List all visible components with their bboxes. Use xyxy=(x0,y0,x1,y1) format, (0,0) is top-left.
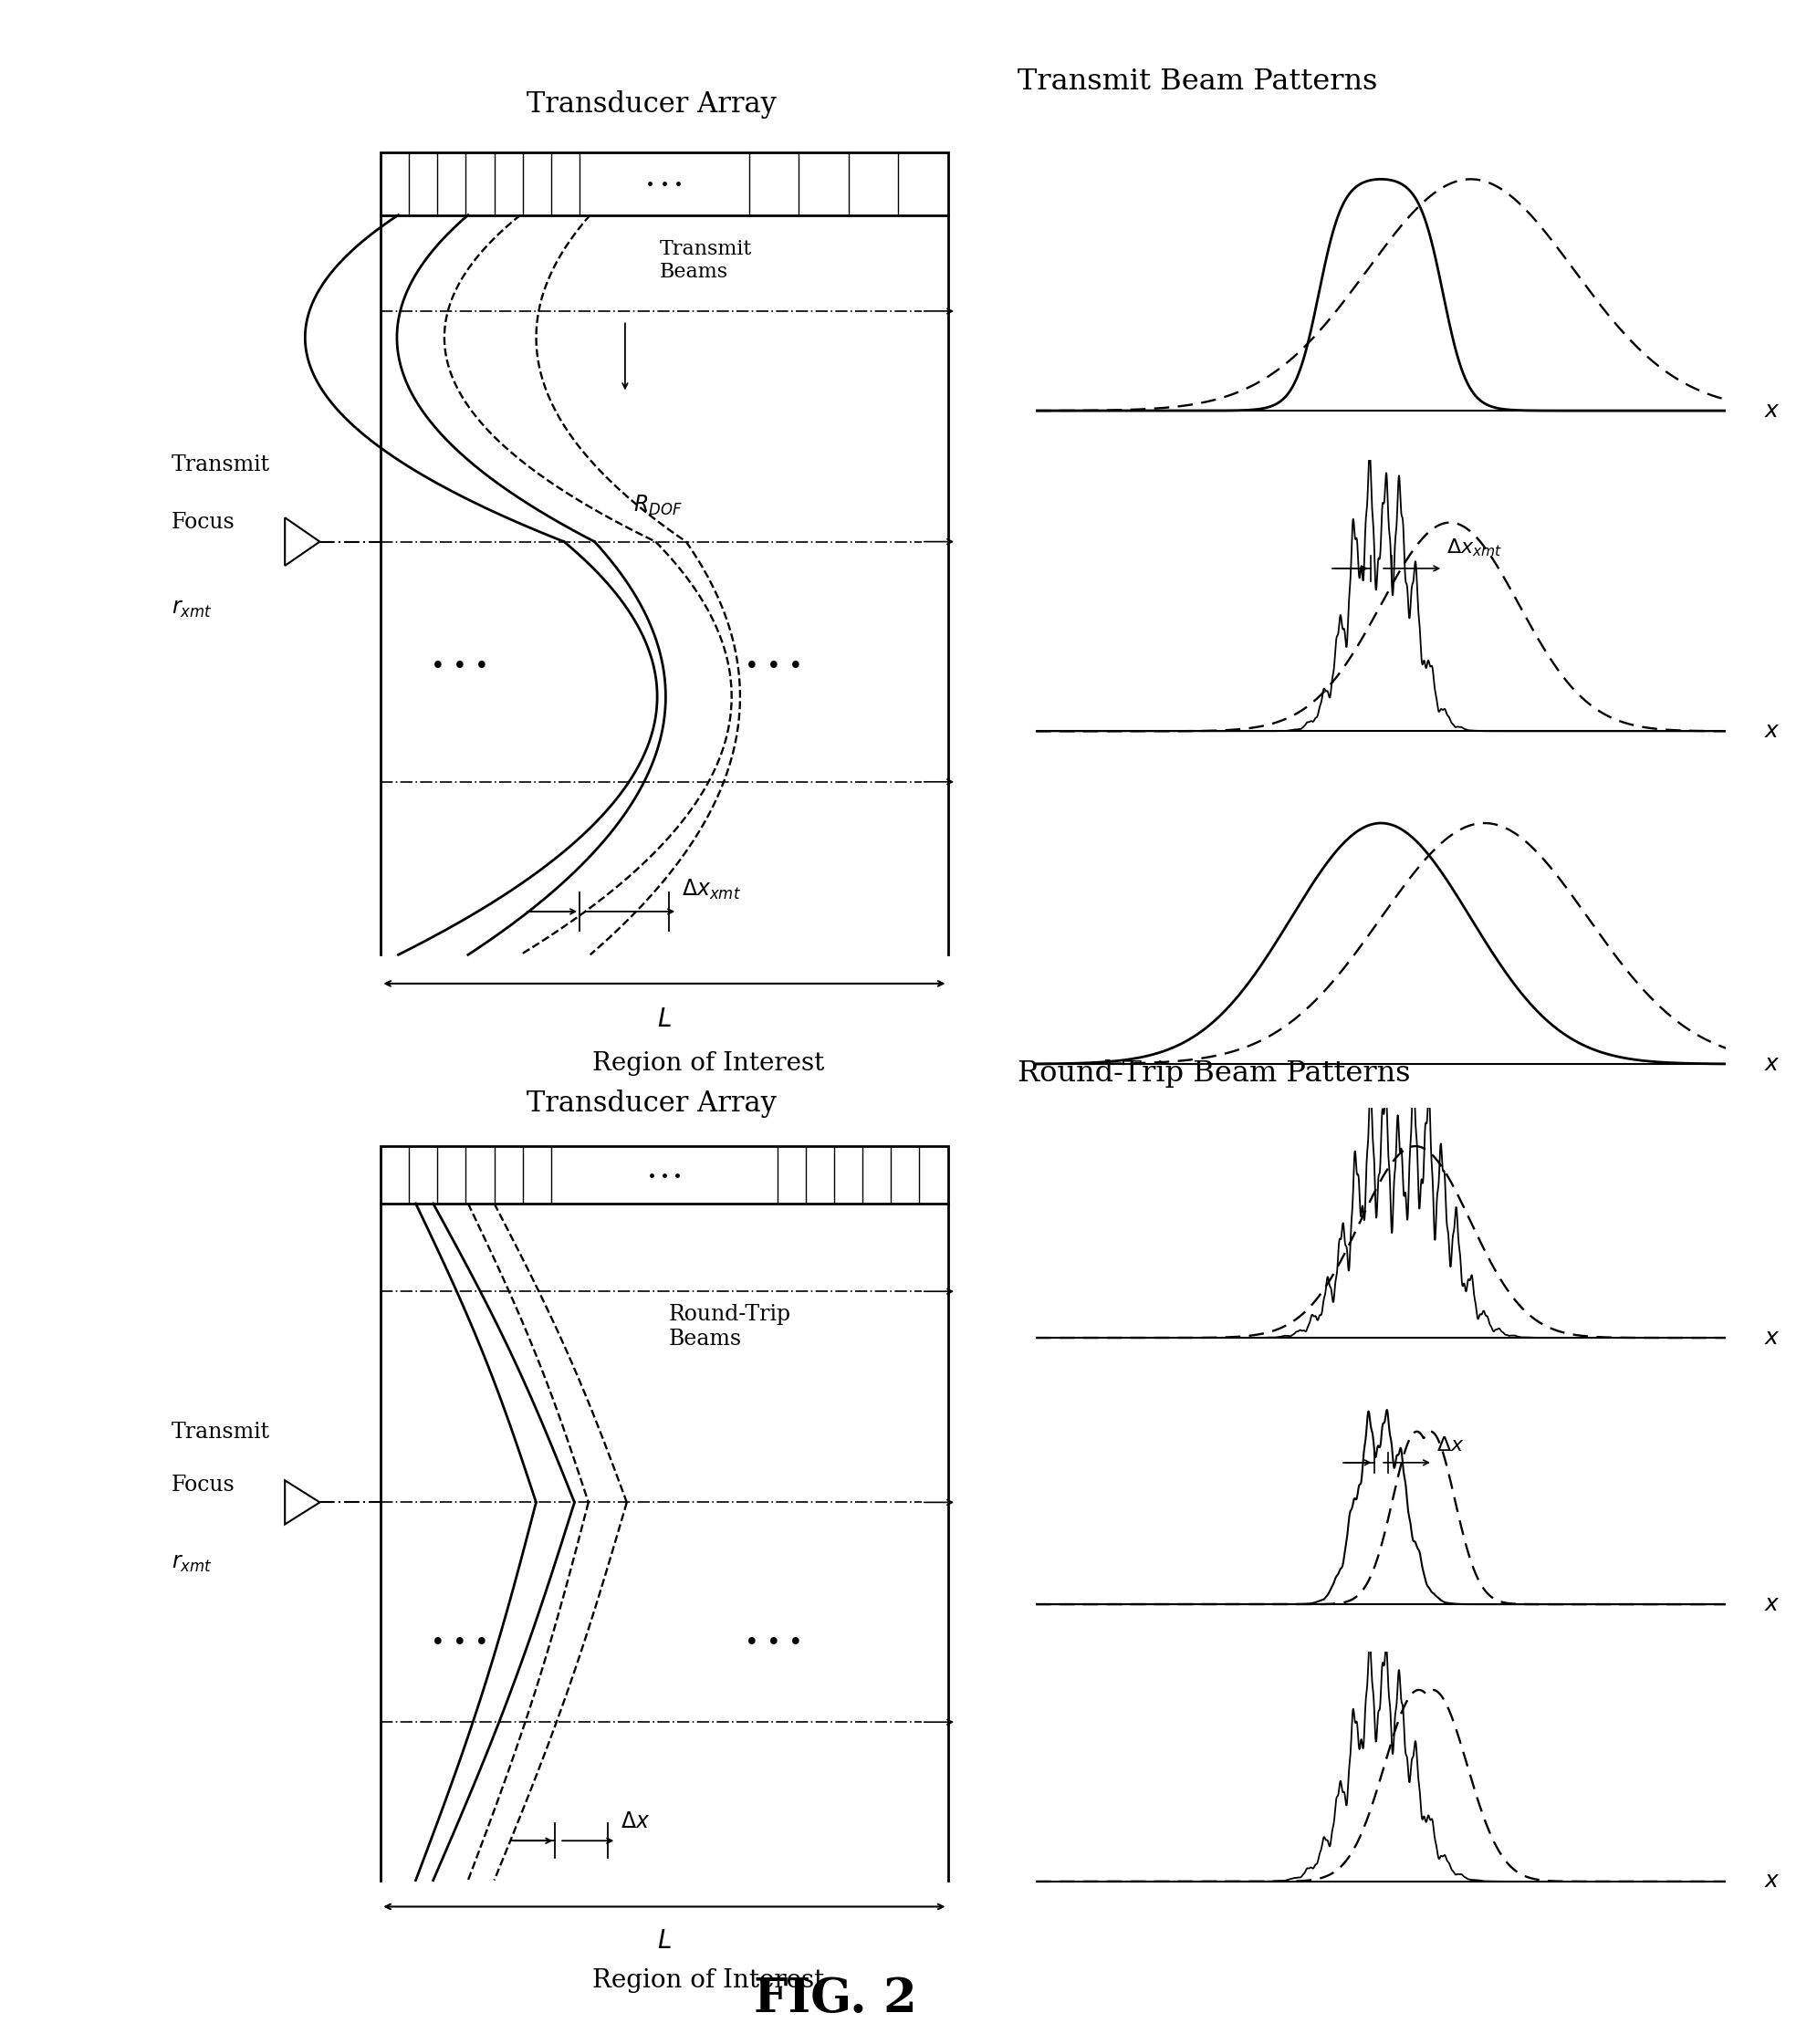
Text: • • •: • • • xyxy=(431,1631,489,1654)
Text: • • •: • • • xyxy=(745,1631,803,1654)
Text: $x$: $x$ xyxy=(1764,1870,1781,1893)
Text: • • •: • • • xyxy=(431,656,489,679)
Text: $x$: $x$ xyxy=(1764,1053,1781,1075)
Text: Transmit: Transmit xyxy=(171,454,271,476)
Bar xyxy=(382,1147,948,1204)
Text: Transmit: Transmit xyxy=(171,1421,271,1443)
Text: $x$: $x$ xyxy=(1764,1327,1781,1349)
Text: Transducer Array: Transducer Array xyxy=(527,90,776,119)
Text: $x$: $x$ xyxy=(1764,722,1781,742)
Text: $\Delta x$: $\Delta x$ xyxy=(1435,1435,1465,1455)
Text: Transducer Array: Transducer Array xyxy=(527,1089,776,1118)
Text: $r_{xmt}$: $r_{xmt}$ xyxy=(171,599,213,619)
Text: Transmit
Beams: Transmit Beams xyxy=(660,239,752,282)
Text: Focus: Focus xyxy=(171,511,234,533)
Text: $r_{xmt}$: $r_{xmt}$ xyxy=(171,1553,213,1574)
Bar xyxy=(382,153,948,215)
Text: $R_{DOF}$: $R_{DOF}$ xyxy=(634,495,683,517)
Text: Transmit Beam Patterns: Transmit Beam Patterns xyxy=(1018,67,1377,96)
Text: Region of Interest: Region of Interest xyxy=(592,1968,823,1993)
Text: Focus: Focus xyxy=(171,1474,234,1496)
Text: $\Delta x_{xmt}$: $\Delta x_{xmt}$ xyxy=(681,879,741,901)
Text: $\Delta x$: $\Delta x$ xyxy=(621,1811,650,1831)
Text: FIG. 2: FIG. 2 xyxy=(754,1977,918,2022)
Text: $L$: $L$ xyxy=(658,1930,672,1954)
Text: Round-Trip Beam Patterns: Round-Trip Beam Patterns xyxy=(1018,1059,1410,1087)
Text: $x$: $x$ xyxy=(1764,1594,1781,1615)
Text: $L$: $L$ xyxy=(658,1008,672,1032)
Text: $\Delta x_{xmt}$: $\Delta x_{xmt}$ xyxy=(1446,536,1503,558)
Text: $x$: $x$ xyxy=(1764,401,1781,421)
Text: Region of Interest: Region of Interest xyxy=(592,1051,823,1075)
Text: Round-Trip
Beams: Round-Trip Beams xyxy=(669,1304,790,1349)
Text: • • •: • • • xyxy=(745,656,803,679)
